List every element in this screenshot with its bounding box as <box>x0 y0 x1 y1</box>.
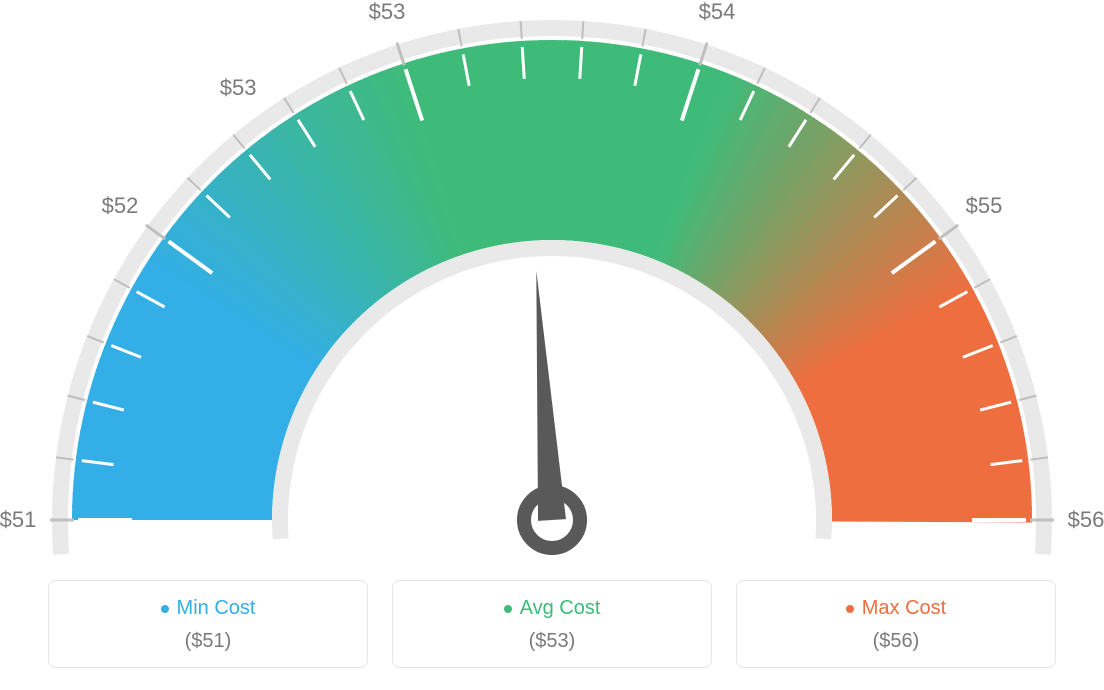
gauge-tick-label: $53 <box>369 0 406 25</box>
gauge-tick-label: $53 <box>220 75 257 101</box>
gauge-tick-label: $52 <box>102 193 139 219</box>
legend-max-text: Max Cost <box>862 597 946 620</box>
legend-min-text: Min Cost <box>177 597 256 620</box>
dot-icon <box>846 605 854 613</box>
dot-icon <box>161 605 169 613</box>
gauge-tick-label: $51 <box>0 507 36 533</box>
legend-avg-value: ($53) <box>393 630 711 653</box>
legend-min-label: Min Cost <box>161 597 256 620</box>
gauge-chart: $51 $52 $53 $53 $54 $55 $56 <box>0 0 1104 560</box>
legend-max-label: Max Cost <box>846 597 946 620</box>
legend-avg-text: Avg Cost <box>520 597 601 620</box>
gauge-tick-label: $55 <box>966 193 1003 219</box>
legend-min-value: ($51) <box>49 630 367 653</box>
legend-avg-label: Avg Cost <box>504 597 601 620</box>
gauge-svg <box>0 0 1104 560</box>
legend-max: Max Cost ($56) <box>736 580 1056 668</box>
gauge-tick-label: $54 <box>699 0 736 25</box>
legend-row: Min Cost ($51) Avg Cost ($53) Max Cost (… <box>0 580 1104 668</box>
gauge-tick-label: $56 <box>1068 507 1104 533</box>
legend-max-value: ($56) <box>737 630 1055 653</box>
legend-avg: Avg Cost ($53) <box>392 580 712 668</box>
legend-min: Min Cost ($51) <box>48 580 368 668</box>
dot-icon <box>504 605 512 613</box>
